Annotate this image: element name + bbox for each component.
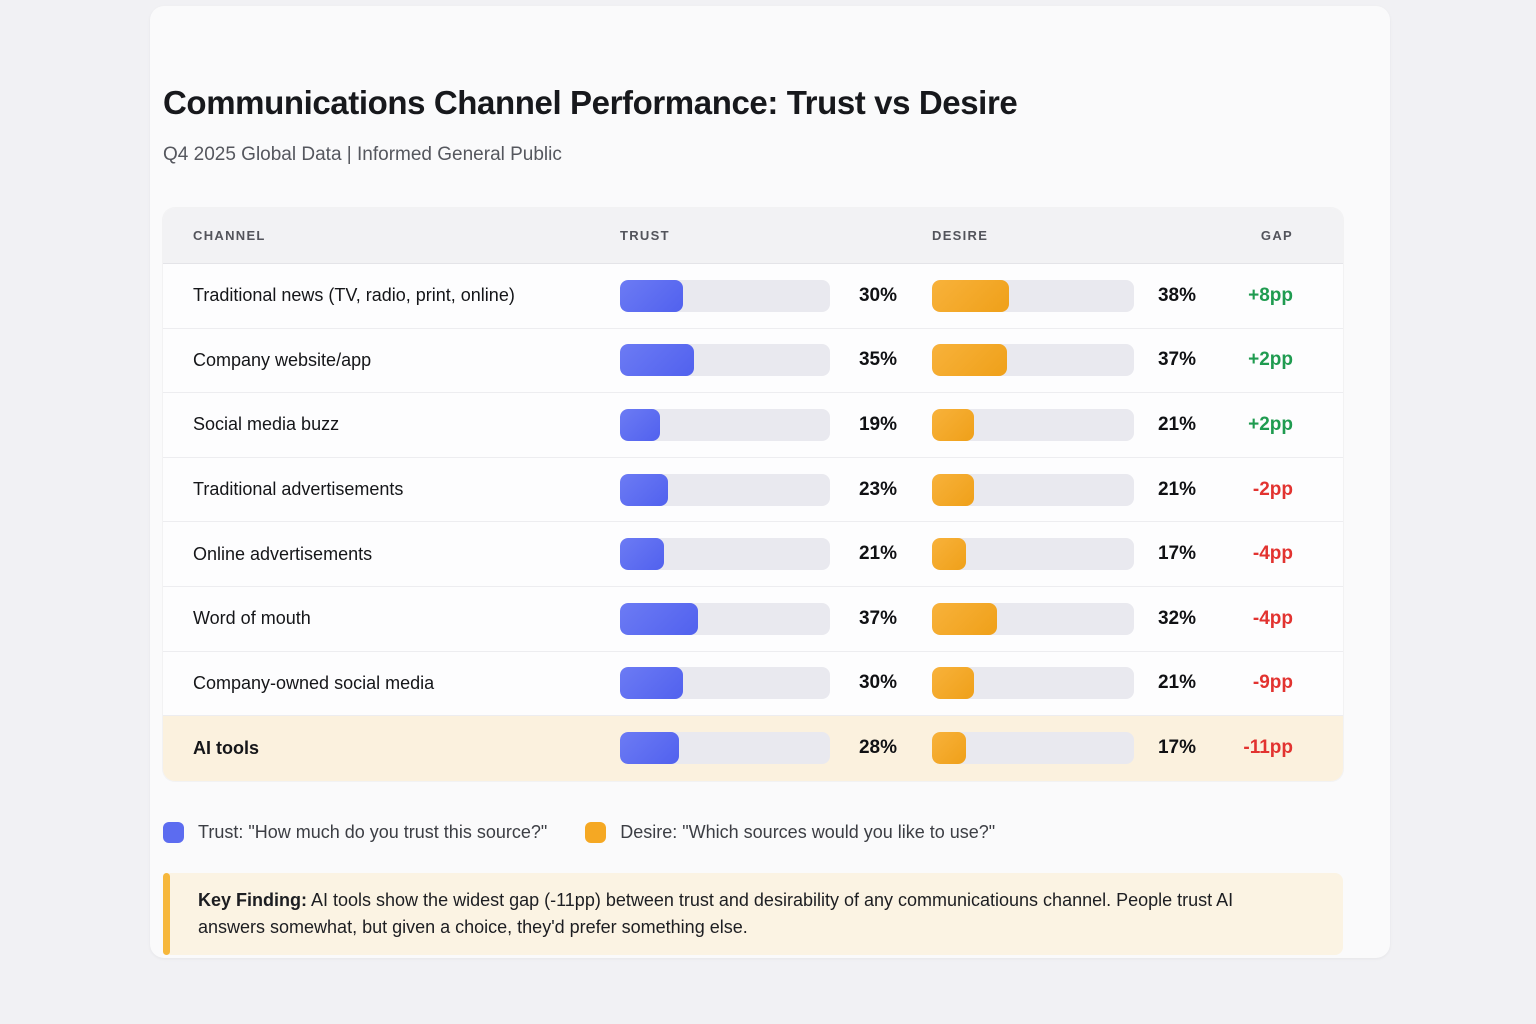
desire-value: 21% bbox=[1157, 413, 1196, 435]
page-title: Communications Channel Performance: Trus… bbox=[163, 84, 1018, 121]
header-trust: TRUST bbox=[620, 228, 670, 243]
trust-value: 30% bbox=[858, 284, 897, 306]
desire-value: 37% bbox=[1157, 349, 1196, 371]
channel-label: Traditional news (TV, radio, print, onli… bbox=[193, 285, 515, 306]
desire-value: 32% bbox=[1157, 607, 1196, 629]
trust-bar-track bbox=[620, 538, 830, 571]
content-card: Communications Channel Performance: Trus… bbox=[150, 6, 1390, 958]
desire-value: 21% bbox=[1157, 672, 1196, 694]
desire-bar-fill bbox=[932, 473, 975, 506]
desire-bar-fill bbox=[932, 732, 967, 765]
channel-label: Social media buzz bbox=[193, 414, 340, 435]
table-row: Company website/app 35% 37% +2pp bbox=[163, 328, 1343, 394]
channel-label: Traditional advertisements bbox=[193, 479, 404, 500]
header-channel: CHANNEL bbox=[193, 228, 266, 243]
gap-value: +8pp bbox=[1248, 284, 1293, 306]
trust-bar-track bbox=[620, 408, 830, 441]
trust-bar-fill bbox=[620, 473, 669, 506]
channel-label: Online advertisements bbox=[193, 543, 373, 564]
trust-bar-fill bbox=[620, 732, 679, 765]
trust-value: 37% bbox=[858, 607, 897, 629]
desire-bar-track bbox=[932, 602, 1134, 635]
trust-value: 21% bbox=[858, 543, 897, 565]
trust-value: 35% bbox=[858, 349, 897, 371]
trust-bar-track bbox=[620, 732, 830, 765]
gap-value: -2pp bbox=[1252, 478, 1293, 500]
gap-value: +2pp bbox=[1248, 413, 1293, 435]
gap-value: -11pp bbox=[1243, 737, 1293, 759]
trust-bar-fill bbox=[620, 344, 694, 377]
table-row: Online advertisements 21% 17% -4pp bbox=[163, 522, 1343, 587]
table-row: Social media buzz 19% 21% +2pp bbox=[163, 393, 1343, 458]
desire-value: 21% bbox=[1157, 478, 1196, 500]
trust-bar-fill bbox=[620, 279, 683, 312]
desire-value: 17% bbox=[1157, 543, 1196, 565]
header-gap: GAP bbox=[1260, 228, 1293, 243]
trust-bar-fill bbox=[620, 667, 683, 700]
key-finding-accent-bar bbox=[163, 872, 170, 955]
trust-bar-track bbox=[620, 602, 830, 635]
desire-value: 38% bbox=[1157, 284, 1196, 306]
desire-bar-fill bbox=[932, 602, 997, 635]
trust-value: 30% bbox=[858, 672, 897, 694]
table-body: Traditional news (TV, radio, print, onli… bbox=[163, 264, 1343, 781]
trust-value: 19% bbox=[858, 413, 897, 435]
trust-bar-track bbox=[620, 344, 830, 377]
trust-bar-fill bbox=[620, 408, 660, 441]
desire-bar-track bbox=[932, 344, 1134, 377]
desire-value: 17% bbox=[1157, 737, 1196, 759]
desire-bar-track bbox=[932, 732, 1134, 765]
key-finding-label: Key Finding: bbox=[198, 889, 307, 910]
legend-trust-label: Trust: "How much do you trust this sourc… bbox=[198, 822, 548, 843]
trust-bar-track bbox=[620, 279, 830, 312]
key-finding-text: Key Finding: AI tools show the widest ga… bbox=[198, 887, 1303, 941]
trust-value: 28% bbox=[858, 737, 897, 759]
table-row: Traditional advertisements 23% 21% -2pp bbox=[163, 457, 1343, 523]
desire-bar-track bbox=[932, 473, 1134, 506]
desire-bar-fill bbox=[932, 538, 967, 571]
legend-item-desire: Desire: "Which sources would you like to… bbox=[585, 822, 996, 844]
header-desire: DESIRE bbox=[932, 228, 989, 243]
desire-bar-fill bbox=[932, 279, 1009, 312]
table-row: Traditional news (TV, radio, print, onli… bbox=[163, 264, 1343, 329]
desire-bar-fill bbox=[932, 344, 1007, 377]
channel-label: Word of mouth bbox=[193, 608, 311, 629]
channel-label: AI tools bbox=[193, 737, 259, 758]
key-finding-body: AI tools show the widest gap (-11pp) bet… bbox=[198, 889, 1234, 937]
table-row: Word of mouth 37% 32% -4pp bbox=[163, 586, 1343, 652]
key-finding-box: Key Finding: AI tools show the widest ga… bbox=[163, 872, 1343, 955]
trust-bar-track bbox=[620, 667, 830, 700]
desire-bar-fill bbox=[932, 667, 975, 700]
gap-value: -9pp bbox=[1252, 672, 1293, 694]
page-subtitle: Q4 2025 Global Data | Informed General P… bbox=[163, 144, 562, 165]
desire-bar-track bbox=[932, 279, 1134, 312]
gap-value: +2pp bbox=[1248, 349, 1293, 371]
table-row: AI tools 28% 17% -11pp bbox=[163, 716, 1343, 781]
channel-label: Company-owned social media bbox=[193, 672, 435, 693]
desire-bar-fill bbox=[932, 408, 975, 441]
gap-value: -4pp bbox=[1252, 607, 1293, 629]
performance-table: CHANNEL TRUST DESIRE GAP Traditional new… bbox=[163, 208, 1343, 781]
legend: Trust: "How much do you trust this sourc… bbox=[163, 821, 1377, 845]
table-header-row: CHANNEL TRUST DESIRE GAP bbox=[163, 208, 1343, 264]
trust-value: 23% bbox=[858, 478, 897, 500]
channel-label: Company website/app bbox=[193, 349, 372, 370]
table-row: Company-owned social media 30% 21% -9pp bbox=[163, 651, 1343, 717]
trust-swatch-icon bbox=[163, 822, 184, 844]
trust-bar-track bbox=[620, 473, 830, 506]
desire-bar-track bbox=[932, 538, 1134, 571]
trust-bar-fill bbox=[620, 538, 665, 571]
gap-value: -4pp bbox=[1252, 543, 1293, 565]
desire-swatch-icon bbox=[585, 822, 607, 844]
desire-bar-track bbox=[932, 408, 1134, 441]
legend-desire-label: Desire: "Which sources would you like to… bbox=[620, 822, 996, 843]
legend-item-trust: Trust: "How much do you trust this sourc… bbox=[163, 822, 548, 844]
desire-bar-track bbox=[932, 667, 1134, 700]
trust-bar-fill bbox=[620, 602, 698, 635]
